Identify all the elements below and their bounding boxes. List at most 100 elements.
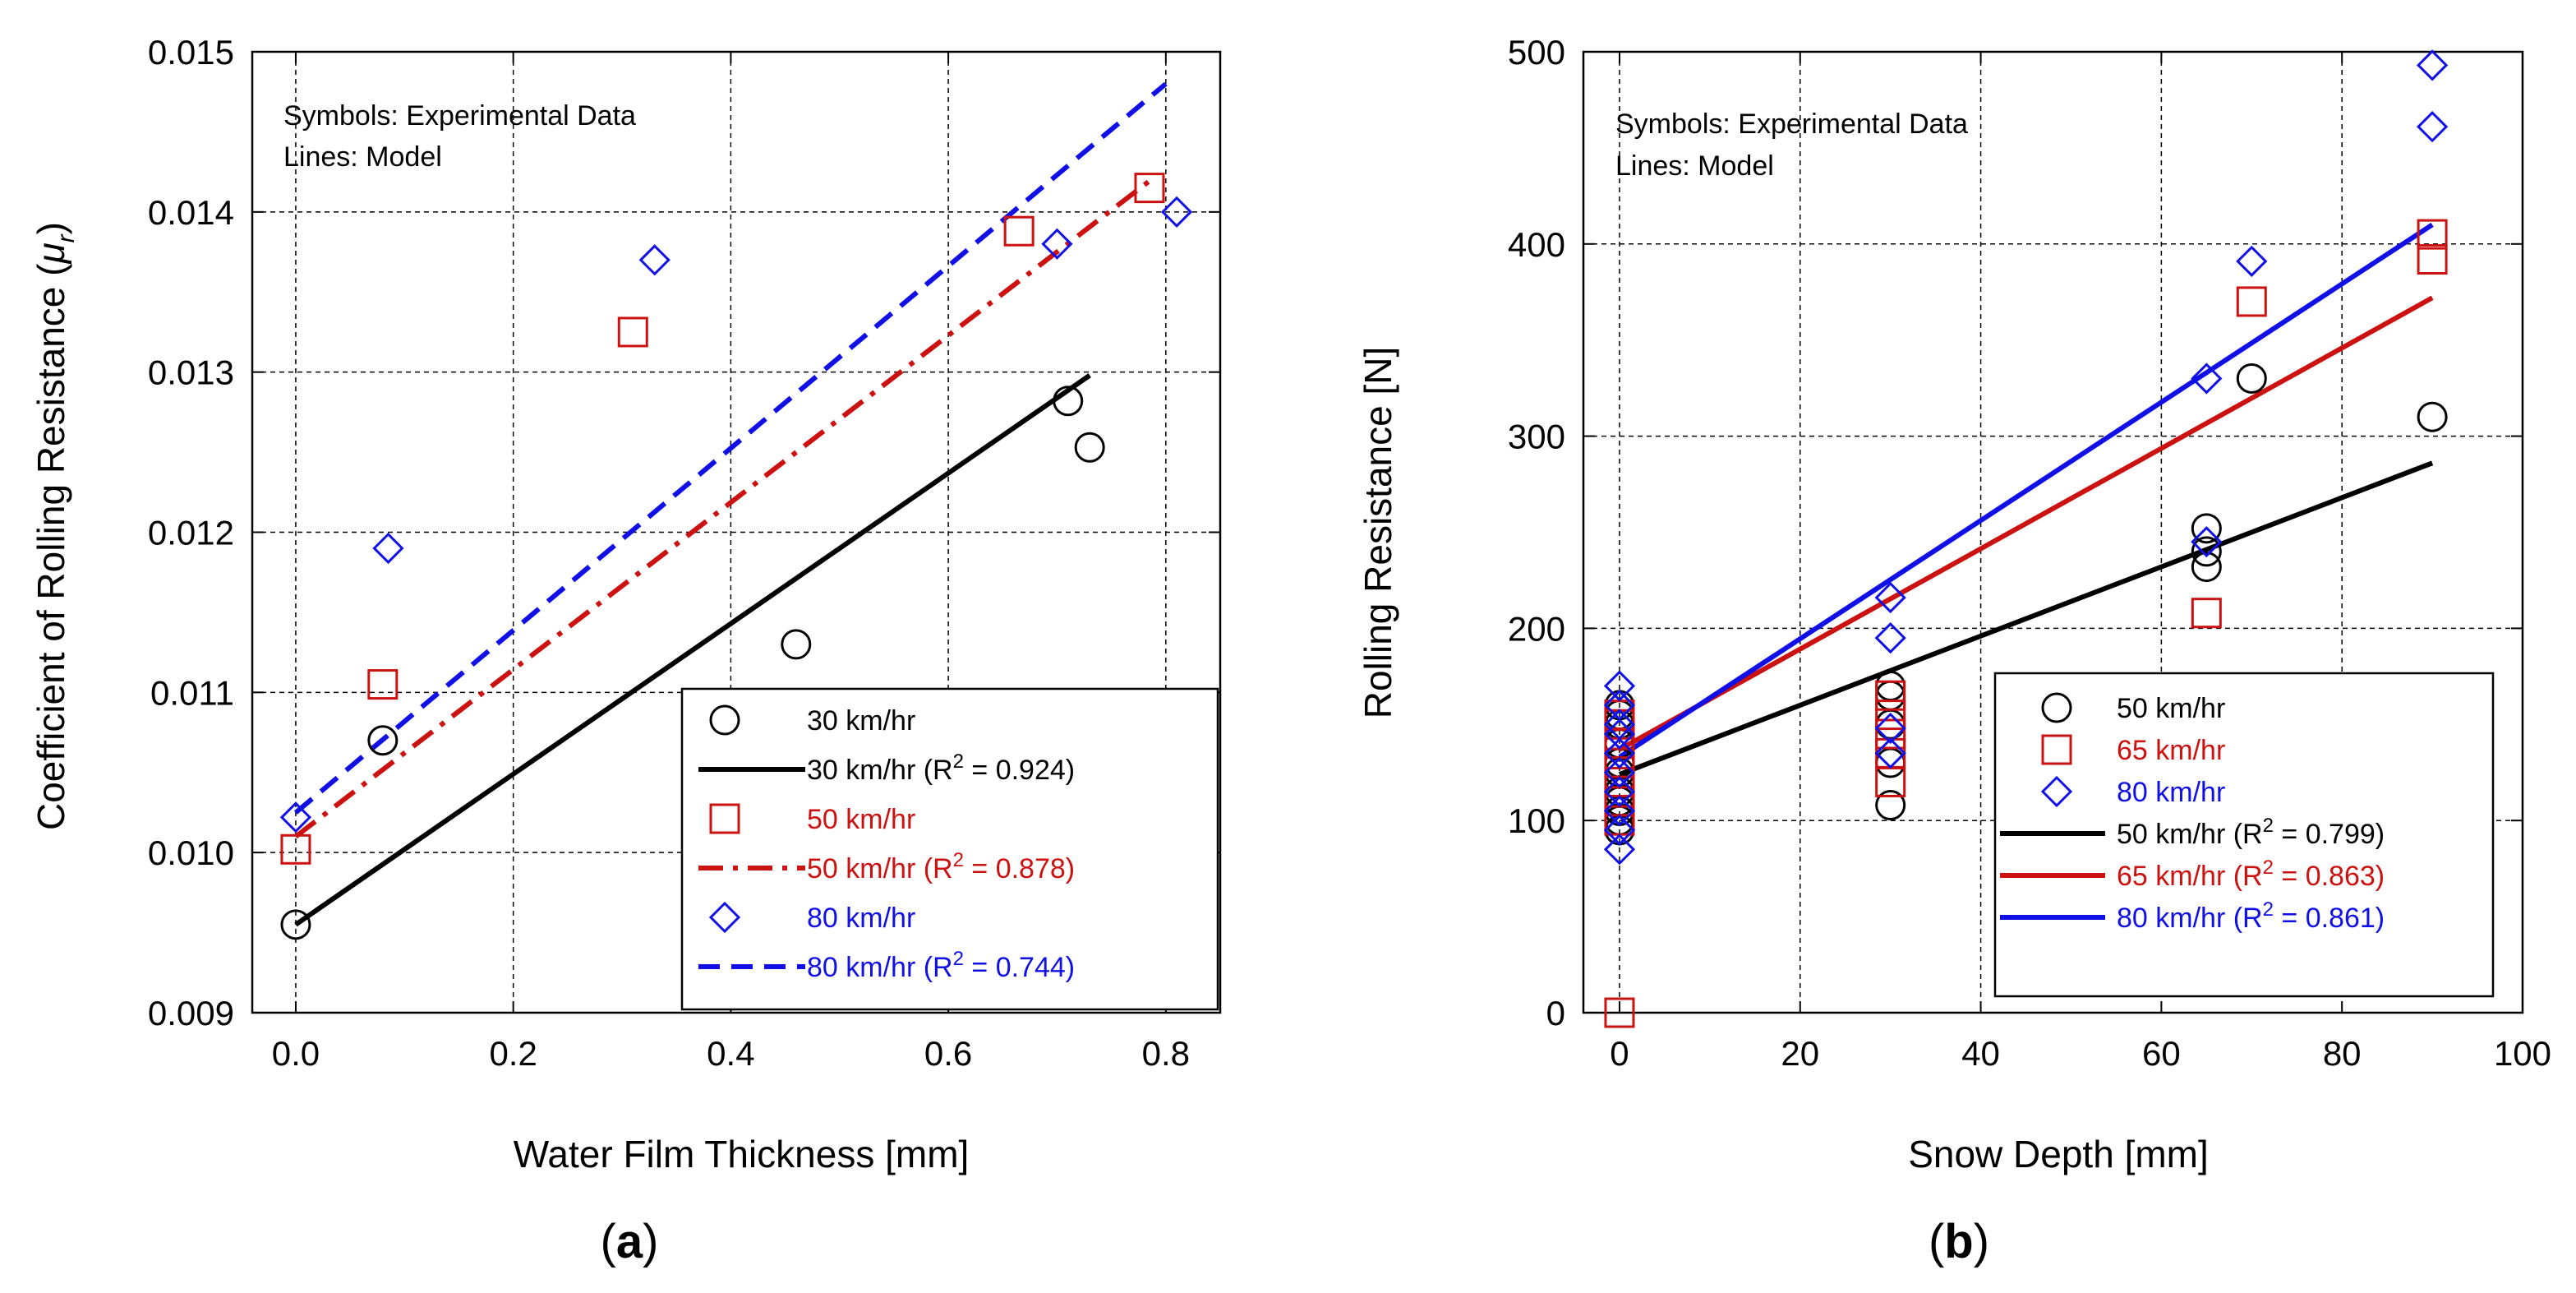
panel-b-annotation-line-1: Symbols: Experimental Data [1615,109,1968,140]
panel-b-legend-label-value: = 0.863) [2274,861,2385,892]
panel-a-legend-label-sup: 2 [953,948,964,970]
panel-a-legend-marker [708,901,741,934]
panel-b-legend-marker [2040,775,2073,808]
panel-a-legend-label-name: 30 km/hr (R [807,755,953,786]
panel-a-series-80-km-hr [279,196,1193,834]
panel-a-model-line-30-km-hr [294,373,1091,927]
panel-b-legend-label-value: = 0.861) [2274,903,2385,934]
panel-b-series-80-km-hr [1603,49,2449,866]
panel-b-y-tick-label: 400 [1508,225,1565,264]
panel-b-legend-label-name: 65 km/hr (R [2117,861,2263,892]
panel-b-legend-item: 80 km/hr (R2 = 0.861) [2000,898,2385,934]
panel-a-legend-label-value: = 0.744) [964,952,1075,983]
panel-b-y-tick-label: 100 [1508,801,1565,840]
panel-a-data-point [781,629,812,660]
panel-a-model-line-50-km-hr [294,174,1157,839]
panel-b-data-point [1603,776,1636,808]
panel-b-legend-item: 50 km/hr (R2 = 0.799) [2000,815,2385,850]
panel-b-plot: 0 20 40 60 80 100 0 100 200 300 400 500 50 km/hr 65 k… [1508,33,2551,1073]
panel-a-y-tick-label: 0.013 [148,353,234,392]
panel-b-x-tick-label: 20 [1781,1034,1819,1073]
panel-a-y-tick-label: 0.010 [148,834,234,872]
panel-a-x-tick-label: 0.4 [707,1034,754,1073]
panel-a-label-letter: a [616,1215,643,1268]
panel-b-legend-label-value: = 0.799) [2274,819,2385,850]
panel-b-data-point [1875,747,1906,778]
panel-b-legend-label: 65 km/hr (R2 = 0.863) [2117,857,2385,892]
panel-b-data-point [1875,680,1906,711]
panel-a-legend-frame [680,687,1219,1011]
panel-b-data-point [1603,670,1636,702]
panel-b-data-point [1603,795,1636,827]
panel-a-legend-label: 50 km/hr [807,804,915,835]
panel-a-y-tick-label: 0.012 [148,514,234,552]
panel-a-plot: 0.0 0.2 0.4 0.6 0.8 0.009 0.010 0.011 0.012 0.013… [148,33,1222,1073]
panel-b-x-tick-label: 0 [1610,1034,1629,1073]
panel-a-y-axis-label: Coefficient of Rolling Resistance (μr) [30,222,80,830]
panel-a-y-axis-label-symbol: μ [30,242,72,264]
panel-b-legend-label-name: 50 km/hr (R [2117,819,2263,850]
panel-b-legend-item: 65 km/hr [2041,734,2225,766]
panel-b-data-point [2191,598,2222,629]
panel-a-series-50-km-hr [280,173,1165,865]
panel-b-data-point [2191,513,2222,544]
panel-a: Symbols: Experimental Data Lines: Model … [30,100,969,1268]
panel-a-annotation-line-1: Symbols: Experimental Data [283,100,636,132]
panel-b-y-tick-label: 300 [1508,418,1565,456]
panel-a-legend-label: 80 km/hr [807,903,915,934]
panel-b-y-tick-label: 200 [1508,609,1565,648]
panel-b-legend-label: 80 km/hr (R2 = 0.861) [2117,898,2385,934]
panel-b-legend-label: 65 km/hr [2117,735,2225,766]
panel-a-legend-label: 80 km/hr (R2 = 0.744) [807,948,1075,983]
panel-a-legend-label-name: 80 km/hr (R [807,952,953,983]
panel-a-legend-item: 30 km/hr [709,704,915,737]
panel-b-x-tick-label: 40 [1961,1034,2000,1073]
panel-b-legend-label-sup: 2 [2263,815,2274,837]
panel-b-data-point [2191,552,2222,583]
panel-b-data-point [2191,363,2223,395]
panel-a-legend: 30 km/hr 30 km/hr (R2 = 0.924) 50 km/hr 50 … [680,687,1219,1011]
panel-b-legend-label: 80 km/hr [2117,777,2225,808]
panel-b-annotation-line-2: Lines: Model [1615,150,1774,182]
panel-b-model-line-50-km-hr [1618,460,2434,777]
panel-a-data-point [1134,173,1165,204]
panel-b-x-tick-label: 80 [2323,1034,2362,1073]
panel-b-data-point [1875,700,1906,731]
panel-a-data-point [617,316,648,348]
panel-a-data-point [279,801,312,834]
panel-b-data-point [1874,737,1906,769]
panel-b-data-point [2191,526,2223,558]
panel-a-data-point [280,834,311,865]
panel-b-data-point [1603,834,1636,866]
panel-b-data-point [1874,621,1906,654]
panel-a-data-point [280,909,311,940]
panel-a-y-axis-label-close: ) [30,222,72,234]
panel-b-data-point [1875,789,1906,820]
panel-a-data-point [1074,432,1105,463]
panel-b-data-point [1603,689,1636,722]
panel-a-label: (a) [601,1215,659,1268]
panel-a-y-axis-label-main: Coefficient of Rolling Resistance ( [30,263,72,830]
panel-a-legend-marker [709,704,740,736]
panel-a-data-point [1053,386,1084,417]
panel-a-model-line-80-km-hr [293,81,1168,815]
panel-b-y-axis-label: Rolling Resistance [N] [1357,347,1399,719]
panel-a-y-axis-label-sub: r [53,233,80,242]
panel-a-y-tick-label: 0.015 [148,33,234,72]
panel-b-legend-item: 80 km/hr [2040,775,2225,808]
panel-a-x-tick-label: 0.8 [1142,1034,1190,1073]
panel-a-series-30-km-hr [280,386,1105,940]
panel-b-legend-label-name: 80 km/hr (R [2117,903,2263,934]
panel-a-data-point [1160,196,1193,228]
panel-b-legend-label-sup: 2 [2263,898,2274,921]
panel-b-x-axis-label: Snow Depth [mm] [1908,1133,2209,1175]
panel-a-legend-marker [709,803,740,834]
panel-a-legend-label-name: 50 km/hr (R [807,853,953,884]
panel-b-x-tick-label: 100 [2494,1034,2551,1073]
panel-b-legend-marker [2041,734,2072,765]
panel-b-data-point [1874,581,1906,614]
panel-a-legend-item: 30 km/hr (R2 = 0.924) [698,750,1075,786]
panel-a-y-tick-label: 0.014 [148,193,234,232]
